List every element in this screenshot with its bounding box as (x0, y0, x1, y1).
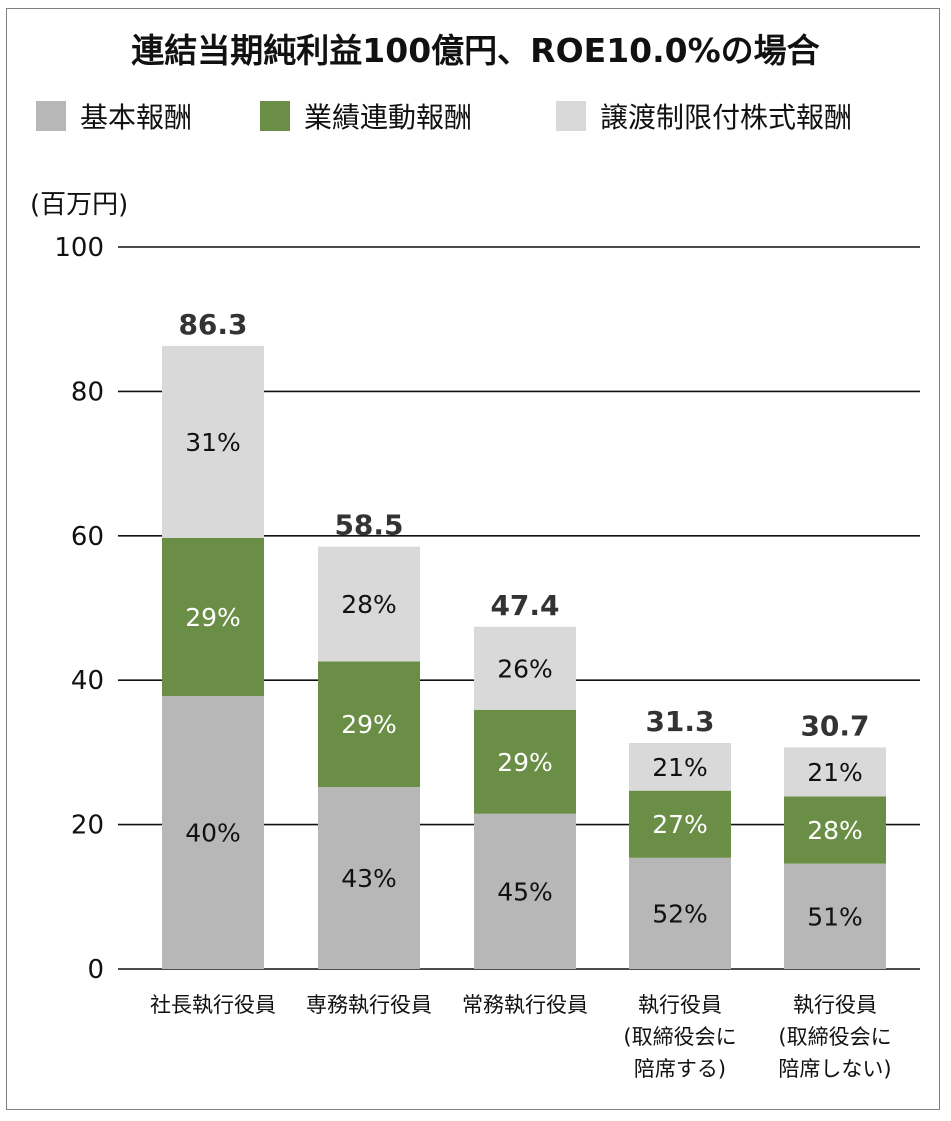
bar-segment-performance (318, 661, 420, 788)
segment-percent-label: 52% (652, 899, 708, 928)
bar-segment-base (318, 787, 420, 969)
bar-segment-performance (474, 709, 576, 814)
x-category-label: 執行役員 (793, 993, 877, 1017)
x-category-label: 陪席しない) (778, 1057, 891, 1081)
segment-percent-label: 51% (807, 902, 863, 931)
y-tick-label: 60 (71, 522, 104, 552)
segment-percent-label: 28% (807, 816, 863, 845)
bar-total-label: 86.3 (178, 308, 247, 341)
legend-item-base: 基本報酬 (36, 96, 192, 136)
segment-percent-label: 29% (185, 603, 241, 632)
legend-swatch-restricted (556, 101, 586, 131)
legend-swatch-base (36, 101, 66, 131)
legend-item-performance: 業績連動報酬 (260, 96, 472, 136)
bar-segment-performance (162, 537, 264, 697)
chart-title: 連結当期純利益100億円、ROE10.0%の場合 (131, 31, 820, 70)
x-category-label: 常務執行役員 (462, 993, 588, 1017)
y-tick-label: 0 (87, 955, 104, 985)
bar-segment-restricted (318, 546, 420, 662)
segment-percent-label: 43% (341, 864, 397, 893)
legend-label-restricted: 譲渡制限付株式報酬 (600, 101, 853, 134)
y-tick-label: 80 (71, 377, 104, 407)
x-category-label: 陪席する) (634, 1057, 726, 1081)
bar-segment-performance (629, 790, 731, 858)
segment-percent-label: 40% (185, 819, 241, 848)
bar-segment-base (162, 696, 264, 969)
segment-percent-label: 21% (652, 753, 708, 782)
bar-segment-base (474, 813, 576, 969)
bar-segment-restricted (162, 345, 264, 538)
x-category-label: 執行役員 (638, 993, 722, 1017)
segment-percent-label: 45% (497, 877, 553, 906)
bar-segment-base (784, 863, 886, 969)
segment-percent-label: 28% (341, 590, 397, 619)
bar-segment-base (629, 857, 731, 969)
bar-segment-performance (784, 796, 886, 864)
legend-label-base: 基本報酬 (80, 101, 193, 134)
bar-total-label: 58.5 (334, 509, 403, 542)
x-category-label: (取締役会に (623, 1025, 736, 1049)
segment-percent-label: 26% (497, 654, 553, 683)
segment-percent-label: 29% (497, 748, 553, 777)
bar-total-label: 30.7 (800, 709, 869, 742)
y-tick-label: 20 (71, 811, 104, 841)
segment-percent-label: 29% (341, 710, 397, 739)
legend: 基本報酬 業績連動報酬 譲渡制限付株式報酬 (0, 96, 951, 136)
bar-total-label: 47.4 (490, 589, 559, 622)
y-tick-label: 100 (54, 233, 104, 263)
segment-percent-label: 21% (807, 758, 863, 787)
bar-segment-restricted (474, 626, 576, 710)
x-category-label: 専務執行役員 (306, 993, 432, 1017)
legend-item-restricted: 譲渡制限付株式報酬 (556, 96, 852, 136)
segment-percent-label: 27% (652, 810, 708, 839)
x-category-label: 社長執行役員 (150, 993, 276, 1017)
y-tick-label: 40 (71, 666, 104, 696)
segment-percent-label: 31% (185, 428, 241, 457)
legend-label-performance: 業績連動報酬 (304, 101, 473, 134)
y-axis-unit-label: (百万円) (30, 190, 129, 220)
bar-segment-restricted (784, 747, 886, 797)
bar-segment-restricted (629, 743, 731, 791)
x-category-label: (取締役会に (778, 1025, 891, 1049)
legend-swatch-performance (260, 101, 290, 131)
bar-total-label: 31.3 (645, 705, 714, 738)
